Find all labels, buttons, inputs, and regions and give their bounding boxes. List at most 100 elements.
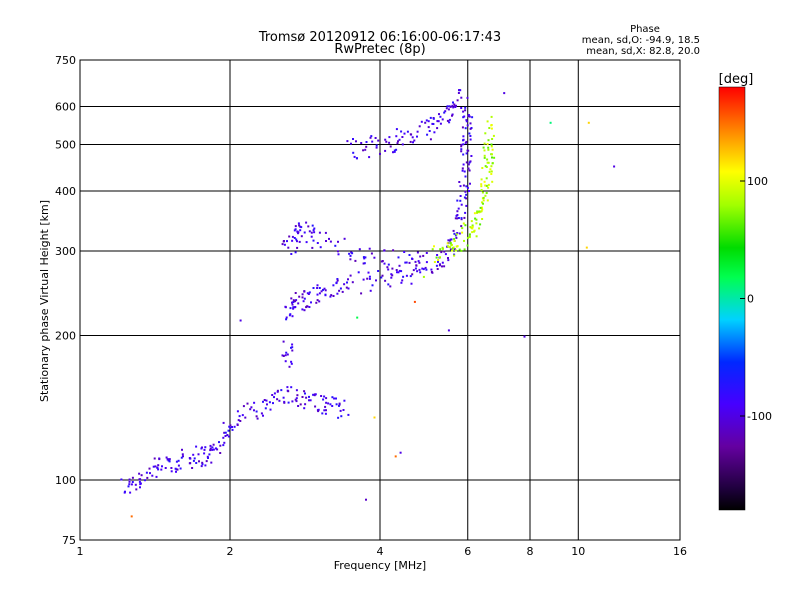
data-point <box>430 271 433 273</box>
data-point <box>463 216 466 219</box>
data-point <box>371 140 374 143</box>
data-point <box>195 445 198 448</box>
data-point <box>287 401 290 404</box>
data-point <box>157 464 160 467</box>
data-point <box>304 403 307 406</box>
data-point <box>368 275 371 278</box>
data-point <box>381 274 384 277</box>
data-point <box>314 405 317 408</box>
data-point <box>322 398 325 401</box>
data-point <box>131 481 134 483</box>
data-point <box>392 151 394 154</box>
data-point <box>393 149 396 152</box>
data-point <box>343 399 346 402</box>
y-tick-label: 400 <box>55 185 76 198</box>
data-point <box>401 143 404 146</box>
data-point <box>193 457 196 460</box>
data-point <box>362 256 365 259</box>
data-point <box>422 268 425 271</box>
data-point <box>165 456 168 459</box>
data-point <box>310 231 313 234</box>
data-point <box>305 396 308 399</box>
data-point <box>237 419 240 422</box>
data-point <box>307 225 310 228</box>
data-point <box>444 110 447 113</box>
data-point <box>467 115 470 118</box>
data-point <box>278 399 281 402</box>
data-point <box>422 254 425 257</box>
data-point <box>362 278 365 281</box>
data-point <box>408 254 411 256</box>
data-point <box>396 142 399 145</box>
data-point <box>250 406 253 409</box>
data-point <box>474 217 477 220</box>
data-point <box>310 235 313 238</box>
data-point <box>313 231 316 234</box>
data-point <box>189 462 192 465</box>
data-point <box>346 281 348 284</box>
data-point <box>446 242 449 245</box>
data-point <box>156 466 159 469</box>
data-point <box>460 225 463 228</box>
data-point <box>262 414 264 417</box>
data-point <box>343 237 346 240</box>
data-point <box>401 279 404 282</box>
data-point <box>390 276 393 279</box>
data-point <box>299 229 302 232</box>
data-point <box>180 456 183 459</box>
data-point <box>440 251 443 254</box>
data-point <box>486 158 489 161</box>
data-point <box>384 279 387 282</box>
data-point <box>131 476 134 479</box>
data-point <box>503 92 506 95</box>
data-point <box>272 402 274 405</box>
data-point <box>464 109 467 112</box>
data-point <box>470 220 473 223</box>
data-point <box>373 416 376 419</box>
data-point <box>175 470 177 473</box>
data-point <box>316 293 319 296</box>
data-point <box>130 483 133 486</box>
data-point <box>398 269 401 272</box>
data-point <box>201 461 204 464</box>
data-point <box>448 121 451 124</box>
data-point <box>145 471 148 474</box>
data-point <box>290 346 292 349</box>
data-point <box>483 142 486 145</box>
data-point <box>447 245 450 248</box>
data-point <box>461 167 464 170</box>
x-tick-label: 1 <box>77 545 84 558</box>
data-point <box>388 136 391 139</box>
data-point <box>168 460 171 463</box>
data-point <box>613 165 616 168</box>
data-point <box>480 189 483 192</box>
data-point <box>347 413 350 416</box>
data-point <box>176 468 179 471</box>
data-point <box>273 392 276 395</box>
data-point <box>312 287 315 289</box>
data-point <box>239 420 242 422</box>
data-point <box>480 178 483 181</box>
data-point <box>338 404 340 407</box>
data-point <box>486 161 489 164</box>
data-point <box>439 115 442 118</box>
data-point <box>411 273 414 276</box>
data-point <box>127 485 130 488</box>
data-point <box>419 271 422 274</box>
data-point <box>191 467 194 469</box>
data-point <box>388 141 391 144</box>
data-point <box>192 459 195 462</box>
data-point <box>229 426 232 429</box>
data-point <box>458 89 461 91</box>
data-point <box>303 309 306 312</box>
data-point <box>341 290 344 293</box>
data-point <box>339 287 342 290</box>
data-point <box>263 399 266 401</box>
data-point <box>486 120 489 123</box>
data-point <box>314 393 317 396</box>
data-point <box>489 168 492 171</box>
x-axis-ticks: 1 2 4 6 8 10 16 <box>77 545 688 558</box>
data-point <box>465 204 468 207</box>
chart-subtitle: RwPretec (8p) <box>334 42 425 57</box>
data-point <box>482 196 485 199</box>
